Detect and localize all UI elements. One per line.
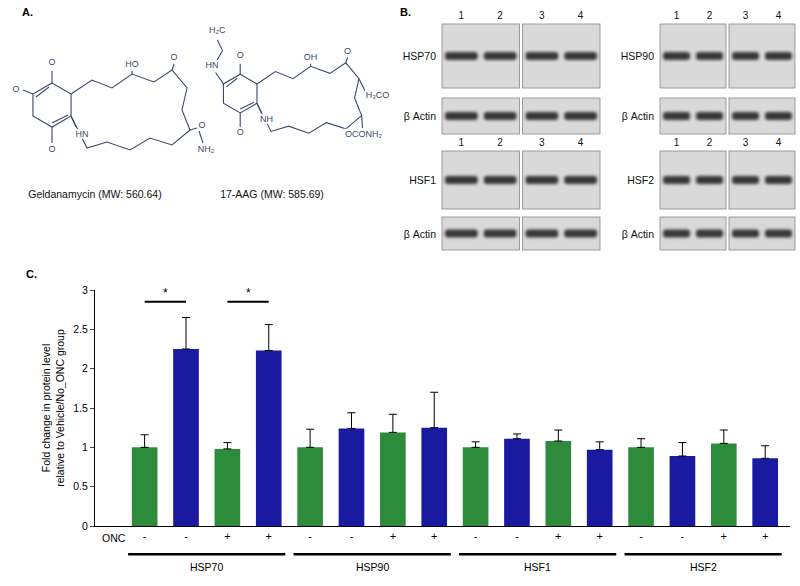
svg-text:2: 2 [497, 10, 503, 21]
svg-text:-: - [639, 530, 643, 542]
svg-text:3: 3 [539, 10, 545, 21]
svg-text:*: * [163, 286, 168, 300]
svg-text:2: 2 [82, 362, 88, 374]
svg-text:Geldanamycin (MW: 560.64): Geldanamycin (MW: 560.64) [28, 188, 161, 200]
svg-text:3: 3 [82, 284, 88, 296]
svg-text:H₂C: H₂C [209, 25, 226, 35]
svg-text:1: 1 [82, 441, 88, 453]
svg-text:O: O [237, 50, 244, 60]
svg-text:-: - [143, 530, 147, 542]
svg-text:HSP90: HSP90 [621, 50, 654, 62]
svg-text:HSF2: HSF2 [690, 561, 717, 573]
html-text:C.: C. [26, 268, 37, 280]
svg-text:+: + [555, 530, 561, 542]
svg-text:O: O [12, 84, 19, 94]
svg-text:Fold change in protein levelre: Fold change in protein levelrelative to … [40, 329, 66, 487]
svg-text:+: + [390, 530, 396, 542]
svg-text:O: O [170, 52, 177, 62]
svg-text:-: - [515, 530, 519, 542]
svg-text:2.5: 2.5 [73, 323, 88, 335]
svg-text:OCONH₂: OCONH₂ [345, 129, 382, 139]
svg-text:O: O [48, 57, 55, 67]
svg-text:β Actin: β Actin [622, 110, 654, 122]
svg-text:1: 1 [674, 10, 680, 21]
svg-text:O: O [237, 127, 244, 137]
svg-text:1: 1 [459, 137, 465, 148]
svg-text:2: 2 [497, 137, 503, 148]
svg-text:+: + [266, 530, 272, 542]
svg-text:O: O [198, 120, 205, 130]
svg-text:0.5: 0.5 [73, 480, 88, 492]
svg-text:HSP90: HSP90 [356, 561, 389, 573]
svg-text:ONC: ONC [102, 532, 126, 544]
svg-text:-: - [474, 530, 478, 542]
svg-text:1: 1 [674, 137, 680, 148]
svg-text:1.5: 1.5 [73, 402, 88, 414]
svg-text:+: + [431, 530, 437, 542]
svg-text:2: 2 [707, 10, 713, 21]
svg-text:17-AAG (MW: 585.69): 17-AAG (MW: 585.69) [220, 188, 324, 200]
svg-text:-: - [184, 530, 188, 542]
svg-text:HN: HN [206, 60, 219, 70]
svg-text:+: + [762, 530, 768, 542]
svg-text:NH: NH [260, 114, 273, 124]
svg-text:A.: A. [22, 6, 33, 18]
svg-text:4: 4 [776, 137, 782, 148]
svg-text:3: 3 [743, 10, 749, 21]
svg-text:H₃CO: H₃CO [366, 90, 390, 100]
svg-text:-: - [308, 530, 312, 542]
svg-text:3: 3 [743, 137, 749, 148]
svg-text:HSP70: HSP70 [190, 561, 223, 573]
svg-text:*: * [246, 286, 251, 300]
svg-text:4: 4 [578, 10, 584, 21]
svg-text:HN: HN [76, 129, 89, 139]
svg-text:2: 2 [707, 137, 713, 148]
svg-text:-: - [350, 530, 354, 542]
svg-text:+: + [596, 530, 602, 542]
svg-text:HSF1: HSF1 [524, 561, 551, 573]
svg-text:HSP70: HSP70 [403, 50, 436, 62]
svg-text:HSF2: HSF2 [627, 174, 654, 186]
svg-text:OH: OH [304, 52, 318, 62]
svg-text:4: 4 [776, 10, 782, 21]
svg-text:B.: B. [400, 6, 411, 18]
svg-text:HSF1: HSF1 [409, 174, 436, 186]
svg-text:O: O [48, 144, 55, 154]
svg-text:1: 1 [459, 10, 465, 21]
svg-text:3: 3 [539, 137, 545, 148]
svg-text:-: - [681, 530, 685, 542]
svg-text:+: + [224, 530, 230, 542]
svg-text:+: + [721, 530, 727, 542]
svg-text:0: 0 [82, 520, 88, 532]
svg-text:NH₂: NH₂ [198, 144, 215, 154]
svg-text:β Actin: β Actin [404, 110, 436, 122]
svg-text:β Actin: β Actin [404, 228, 436, 240]
svg-text:HO: HO [125, 59, 139, 69]
svg-text:O: O [344, 46, 351, 56]
svg-text:4: 4 [578, 137, 584, 148]
svg-text:β Actin: β Actin [622, 228, 654, 240]
